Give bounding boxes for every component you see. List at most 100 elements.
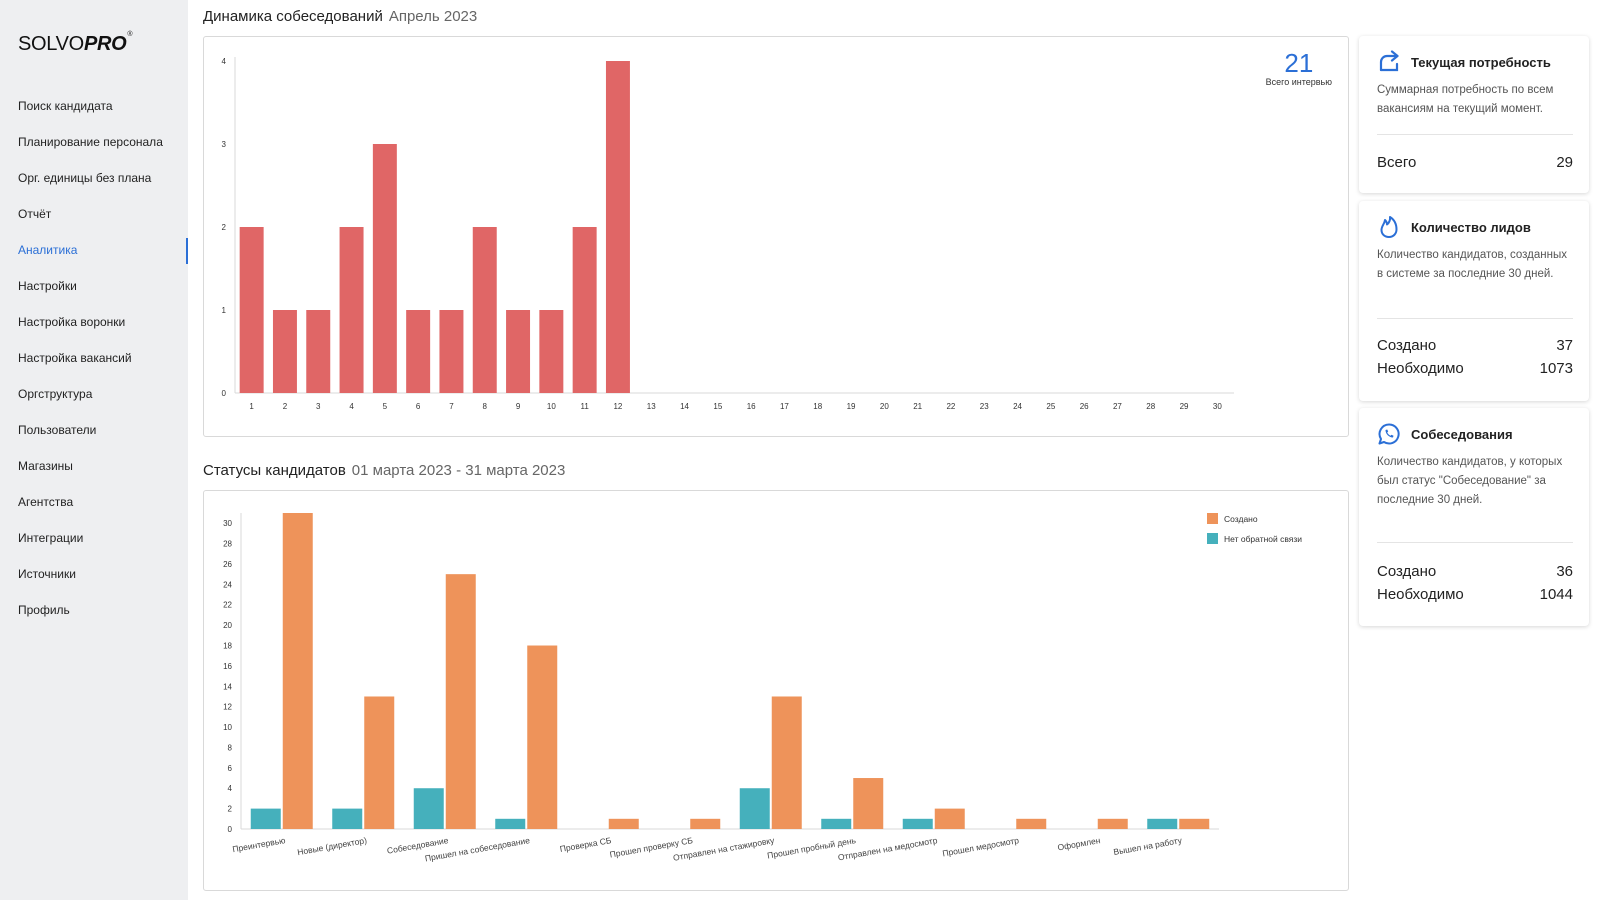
y-tick-label: 28 bbox=[223, 540, 232, 549]
y-tick-label: 16 bbox=[223, 662, 232, 671]
sidebar-item-candidate-search[interactable]: Поиск кандидата bbox=[18, 99, 113, 113]
statuses-period: 01 марта 2023 - 31 марта 2023 bbox=[351, 462, 566, 479]
x-tick-label: 6 bbox=[416, 402, 421, 411]
row-label: Создано bbox=[1377, 563, 1437, 580]
sidebar-item-report[interactable]: Отчёт bbox=[18, 207, 52, 221]
legend-swatch bbox=[1207, 513, 1218, 524]
bar-created bbox=[690, 818, 721, 829]
y-tick-label: 18 bbox=[223, 642, 232, 651]
bar-no-feedback bbox=[739, 788, 770, 829]
bar-created bbox=[282, 513, 313, 829]
interviews-card-header: Собеседования bbox=[1377, 422, 1513, 446]
sidebar-item-users[interactable]: Пользователи bbox=[18, 423, 97, 437]
logo-solvo: SOLVO bbox=[18, 33, 84, 55]
sidebar-item-settings[interactable]: Настройки bbox=[18, 279, 77, 293]
leads-card: Количество лидов Количество кандидатов, … bbox=[1359, 201, 1589, 401]
sidebar-item-org-structure[interactable]: Оргструктура bbox=[18, 387, 93, 401]
bar-created bbox=[1097, 818, 1128, 829]
whatsapp-icon bbox=[1378, 423, 1400, 445]
sidebar-item-sources[interactable]: Источники bbox=[18, 567, 76, 581]
bar bbox=[605, 61, 630, 393]
x-tick-label: 20 bbox=[880, 402, 889, 411]
interviews-total-label: Всего интервью bbox=[1265, 77, 1332, 87]
x-tick-label: Прошел медосмотр bbox=[942, 835, 1020, 858]
y-tick-label: 2 bbox=[222, 223, 227, 232]
bar bbox=[239, 227, 264, 393]
y-tick-label: 4 bbox=[222, 57, 227, 66]
sidebar-item-org-units-no-plan[interactable]: Орг. единицы без плана bbox=[18, 171, 152, 185]
statuses-section-title: Статусы кандидатов 01 марта 2023 - 31 мар… bbox=[203, 462, 565, 479]
x-tick-label: Вышел на работу bbox=[1113, 835, 1184, 857]
y-tick-label: 20 bbox=[223, 621, 232, 630]
sidebar-item-vacancy-settings[interactable]: Настройка вакансий bbox=[18, 351, 132, 365]
interviews-card-description: Количество кандидатов, у которых был ста… bbox=[1377, 456, 1563, 506]
bar bbox=[372, 144, 397, 393]
x-tick-label: Оформлен bbox=[1057, 835, 1102, 852]
current-need-description: Суммарная потребность по всем вакансиям … bbox=[1377, 84, 1554, 115]
bar bbox=[406, 310, 431, 393]
logo[interactable]: SOLVOPRO® bbox=[18, 31, 133, 56]
y-tick-label: 10 bbox=[223, 723, 232, 732]
bar-no-feedback bbox=[821, 818, 852, 829]
row-label: Необходимо bbox=[1377, 586, 1464, 603]
bar-no-feedback bbox=[250, 808, 281, 829]
x-tick-label: 3 bbox=[316, 402, 321, 411]
bar-created bbox=[1016, 818, 1047, 829]
sidebar-item-profile[interactable]: Профиль bbox=[18, 603, 70, 617]
y-tick-label: 12 bbox=[223, 703, 232, 712]
divider bbox=[1377, 318, 1573, 319]
leads-required-row: Необходимо 1073 bbox=[1377, 360, 1573, 377]
x-tick-label: Преинтервью bbox=[232, 835, 287, 854]
interviews-total-value: 21 bbox=[1284, 48, 1314, 78]
bar bbox=[539, 310, 564, 393]
sidebar-item-analytics[interactable]: Аналитика bbox=[0, 238, 188, 276]
sidebar-item-integrations[interactable]: Интеграции bbox=[18, 531, 84, 545]
y-tick-label: 0 bbox=[228, 825, 233, 834]
current-need-title: Текущая потребность bbox=[1411, 54, 1551, 70]
interviews-title: Динамика собеседований bbox=[203, 8, 383, 25]
x-tick-label: 27 bbox=[1113, 402, 1122, 411]
x-tick-label: 13 bbox=[647, 402, 656, 411]
x-tick-label: 7 bbox=[449, 402, 454, 411]
row-value: 36 bbox=[1556, 563, 1573, 580]
share-arrow-icon bbox=[1379, 50, 1399, 72]
x-tick-label: 23 bbox=[980, 402, 989, 411]
x-tick-label: 2 bbox=[283, 402, 288, 411]
y-tick-label: 0 bbox=[222, 389, 227, 398]
y-tick-label: 8 bbox=[228, 743, 233, 752]
sidebar-item-stores[interactable]: Магазины bbox=[18, 459, 73, 473]
y-tick-label: 30 bbox=[223, 519, 232, 528]
sidebar-item-agencies[interactable]: Агентства bbox=[18, 495, 74, 509]
bar-created bbox=[1179, 818, 1210, 829]
bar-created bbox=[364, 696, 395, 829]
interviews-required-row: Необходимо 1044 bbox=[1377, 586, 1573, 603]
bar bbox=[439, 310, 464, 393]
statuses-title: Статусы кандидатов bbox=[203, 462, 346, 479]
x-tick-label: 30 bbox=[1213, 402, 1222, 411]
bar bbox=[306, 310, 331, 393]
sidebar-item-funnel-settings[interactable]: Настройка воронки bbox=[18, 315, 126, 329]
x-tick-label: 21 bbox=[913, 402, 922, 411]
sidebar-item-staff-planning[interactable]: Планирование персонала bbox=[18, 135, 163, 149]
y-tick-label: 14 bbox=[223, 682, 232, 691]
leads-created-row: Создано 37 bbox=[1377, 337, 1573, 354]
x-tick-label: 29 bbox=[1180, 402, 1189, 411]
y-tick-label: 3 bbox=[222, 140, 227, 149]
x-tick-label: 8 bbox=[483, 402, 488, 411]
x-tick-label: 15 bbox=[713, 402, 722, 411]
x-tick-label: 16 bbox=[747, 402, 756, 411]
x-tick-label: 22 bbox=[946, 402, 955, 411]
leads-title: Количество лидов bbox=[1411, 219, 1531, 235]
current-need-total-row: Всего 29 bbox=[1377, 154, 1573, 171]
x-tick-label: Новые (директор) bbox=[296, 835, 367, 857]
divider bbox=[1377, 134, 1573, 135]
row-value: 29 bbox=[1556, 154, 1573, 171]
row-value: 37 bbox=[1556, 337, 1573, 354]
bar-created bbox=[771, 696, 802, 829]
interviews-chart-panel: 0 1 2 3 4 1 2 3 4 5 6 7 8 9 10 11 12 13 14 15 16 17 18 19 20 21 22… bbox=[203, 36, 1349, 437]
bar bbox=[339, 227, 364, 393]
x-tick-label: 19 bbox=[847, 402, 856, 411]
x-tick-label: 24 bbox=[1013, 402, 1022, 411]
row-label: Необходимо bbox=[1377, 360, 1464, 377]
